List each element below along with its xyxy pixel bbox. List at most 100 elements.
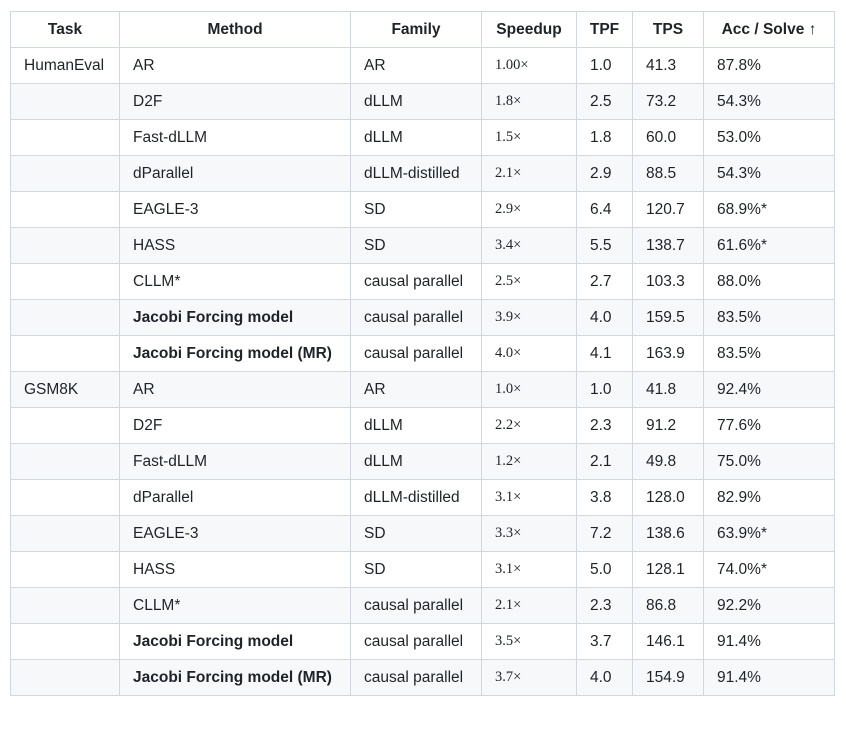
family-cell: causal parallel bbox=[350, 587, 482, 624]
method-cell: Jacobi Forcing model bbox=[119, 299, 351, 336]
task-cell bbox=[10, 83, 120, 120]
tpf-cell: 4.0 bbox=[576, 659, 633, 696]
task-cell bbox=[10, 623, 120, 660]
family-cell: causal parallel bbox=[350, 659, 482, 696]
table-body: HumanEval AR AR 1.00× 1.0 41.3 87.8% D2F dLLM 1.8… bbox=[10, 47, 835, 696]
table-row: HumanEval AR AR 1.00× 1.0 41.3 87.8% bbox=[10, 47, 835, 84]
task-cell bbox=[10, 587, 120, 624]
tps-cell: 41.8 bbox=[632, 371, 704, 408]
tpf-cell: 1.8 bbox=[576, 119, 633, 156]
table-row: D2F dLLM 1.8× 2.5 73.2 54.3% bbox=[10, 83, 835, 120]
acc-solve-cell: 77.6% bbox=[703, 407, 835, 444]
tpf-cell: 2.9 bbox=[576, 155, 633, 192]
acc-solve-cell: 61.6%* bbox=[703, 227, 835, 264]
family-cell: SD bbox=[350, 515, 482, 552]
speedup-cell: 3.9× bbox=[481, 299, 577, 336]
acc-solve-cell: 83.5% bbox=[703, 299, 835, 336]
method-cell: HASS bbox=[119, 227, 351, 264]
tps-cell: 146.1 bbox=[632, 623, 704, 660]
method-cell: Jacobi Forcing model bbox=[119, 623, 351, 660]
tps-cell: 49.8 bbox=[632, 443, 704, 480]
tps-cell: 91.2 bbox=[632, 407, 704, 444]
speedup-cell: 2.9× bbox=[481, 191, 577, 228]
task-cell bbox=[10, 479, 120, 516]
acc-solve-cell: 75.0% bbox=[703, 443, 835, 480]
family-cell: SD bbox=[350, 551, 482, 588]
table-row: dParallel dLLM-distilled 3.1× 3.8 128.0 82.9% bbox=[10, 479, 835, 516]
family-cell: dLLM-distilled bbox=[350, 155, 482, 192]
tpf-cell: 1.0 bbox=[576, 371, 633, 408]
tpf-cell: 3.7 bbox=[576, 623, 633, 660]
acc-solve-cell: 74.0%* bbox=[703, 551, 835, 588]
tps-cell: 128.1 bbox=[632, 551, 704, 588]
tps-cell: 60.0 bbox=[632, 119, 704, 156]
speedup-cell: 1.2× bbox=[481, 443, 577, 480]
acc-solve-cell: 88.0% bbox=[703, 263, 835, 300]
family-cell: dLLM bbox=[350, 119, 482, 156]
tps-cell: 73.2 bbox=[632, 83, 704, 120]
family-cell: dLLM bbox=[350, 83, 482, 120]
tpf-cell: 4.1 bbox=[576, 335, 633, 372]
task-cell bbox=[10, 155, 120, 192]
method-cell: dParallel bbox=[119, 479, 351, 516]
tps-cell: 159.5 bbox=[632, 299, 704, 336]
table-row: D2F dLLM 2.2× 2.3 91.2 77.6% bbox=[10, 407, 835, 444]
acc-solve-cell: 54.3% bbox=[703, 155, 835, 192]
table-row: CLLM* causal parallel 2.5× 2.7 103.3 88.0% bbox=[10, 263, 835, 300]
family-cell: dLLM bbox=[350, 443, 482, 480]
table-row: EAGLE-3 SD 2.9× 6.4 120.7 68.9%* bbox=[10, 191, 835, 228]
header-acc-solve: Acc / Solve ↑ bbox=[703, 11, 835, 48]
speedup-cell: 3.7× bbox=[481, 659, 577, 696]
acc-solve-cell: 63.9%* bbox=[703, 515, 835, 552]
family-cell: SD bbox=[350, 191, 482, 228]
table-row: Jacobi Forcing model (MR) causal parallel… bbox=[10, 335, 835, 372]
speedup-cell: 1.00× bbox=[481, 47, 577, 84]
table-row: dParallel dLLM-distilled 2.1× 2.9 88.5 54.3% bbox=[10, 155, 835, 192]
family-cell: dLLM bbox=[350, 407, 482, 444]
speedup-cell: 3.4× bbox=[481, 227, 577, 264]
family-cell: causal parallel bbox=[350, 335, 482, 372]
task-cell bbox=[10, 227, 120, 264]
method-cell: Fast-dLLM bbox=[119, 443, 351, 480]
tps-cell: 120.7 bbox=[632, 191, 704, 228]
acc-solve-cell: 53.0% bbox=[703, 119, 835, 156]
method-cell: EAGLE-3 bbox=[119, 191, 351, 228]
method-cell: AR bbox=[119, 371, 351, 408]
task-cell bbox=[10, 551, 120, 588]
tps-cell: 138.6 bbox=[632, 515, 704, 552]
tpf-cell: 2.3 bbox=[576, 587, 633, 624]
speedup-cell: 2.1× bbox=[481, 587, 577, 624]
tpf-cell: 7.2 bbox=[576, 515, 633, 552]
family-cell: dLLM-distilled bbox=[350, 479, 482, 516]
task-cell bbox=[10, 191, 120, 228]
acc-solve-cell: 87.8% bbox=[703, 47, 835, 84]
tps-cell: 154.9 bbox=[632, 659, 704, 696]
header-row: Task Method Family Speedup TPF TPS Acc /… bbox=[10, 11, 835, 48]
header-method: Method bbox=[119, 11, 351, 48]
results-table-container: Task Method Family Speedup TPF TPS Acc /… bbox=[10, 11, 835, 696]
tpf-cell: 2.3 bbox=[576, 407, 633, 444]
method-cell: CLLM* bbox=[119, 587, 351, 624]
family-cell: causal parallel bbox=[350, 623, 482, 660]
task-cell bbox=[10, 659, 120, 696]
method-cell: HASS bbox=[119, 551, 351, 588]
task-cell: GSM8K bbox=[10, 371, 120, 408]
header-speedup: Speedup bbox=[481, 11, 577, 48]
tpf-cell: 2.7 bbox=[576, 263, 633, 300]
results-table: Task Method Family Speedup TPF TPS Acc /… bbox=[10, 11, 835, 696]
tpf-cell: 6.4 bbox=[576, 191, 633, 228]
tpf-cell: 2.1 bbox=[576, 443, 633, 480]
acc-solve-cell: 83.5% bbox=[703, 335, 835, 372]
task-cell bbox=[10, 299, 120, 336]
acc-solve-cell: 91.4% bbox=[703, 659, 835, 696]
tps-cell: 103.3 bbox=[632, 263, 704, 300]
task-cell bbox=[10, 119, 120, 156]
speedup-cell: 2.1× bbox=[481, 155, 577, 192]
task-cell bbox=[10, 443, 120, 480]
method-cell: CLLM* bbox=[119, 263, 351, 300]
table-row: CLLM* causal parallel 2.1× 2.3 86.8 92.2% bbox=[10, 587, 835, 624]
speedup-cell: 3.3× bbox=[481, 515, 577, 552]
method-cell: D2F bbox=[119, 407, 351, 444]
task-cell bbox=[10, 407, 120, 444]
speedup-cell: 1.8× bbox=[481, 83, 577, 120]
